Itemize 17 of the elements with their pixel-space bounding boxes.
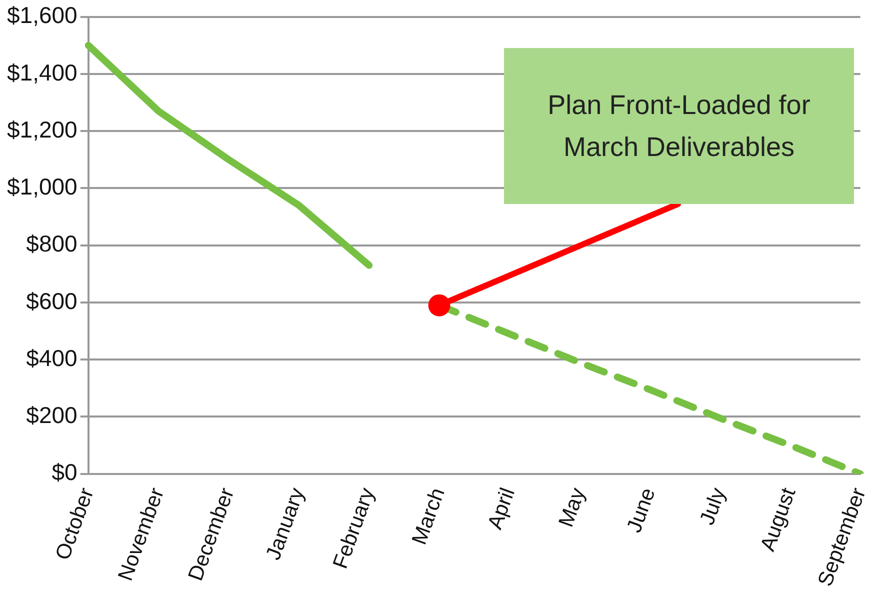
y-tick-label: $1,200	[6, 116, 78, 142]
x-tick-label: March	[408, 484, 450, 548]
y-tick-label: $1,000	[6, 174, 78, 200]
x-tick-label: April	[484, 484, 520, 532]
y-tick-label: $200	[26, 402, 78, 428]
callout: Plan Front-Loaded for March Deliverables	[400, 48, 854, 328]
annotation: Plan Front-Loaded for March Deliverables	[504, 48, 854, 204]
x-tick-label: July	[696, 484, 730, 528]
y-tick-label: $0	[52, 459, 78, 486]
x-tick-label: June	[622, 484, 660, 536]
x-tick-label: August	[756, 484, 800, 554]
y-tick-label: $600	[26, 288, 78, 314]
y-tick-label: $1,400	[6, 59, 78, 86]
y-tick-label: $800	[26, 230, 78, 257]
y-tick-label: $1,600	[6, 2, 78, 28]
x-tick-label: May	[554, 484, 590, 530]
y-tick-label: $400	[26, 344, 78, 371]
